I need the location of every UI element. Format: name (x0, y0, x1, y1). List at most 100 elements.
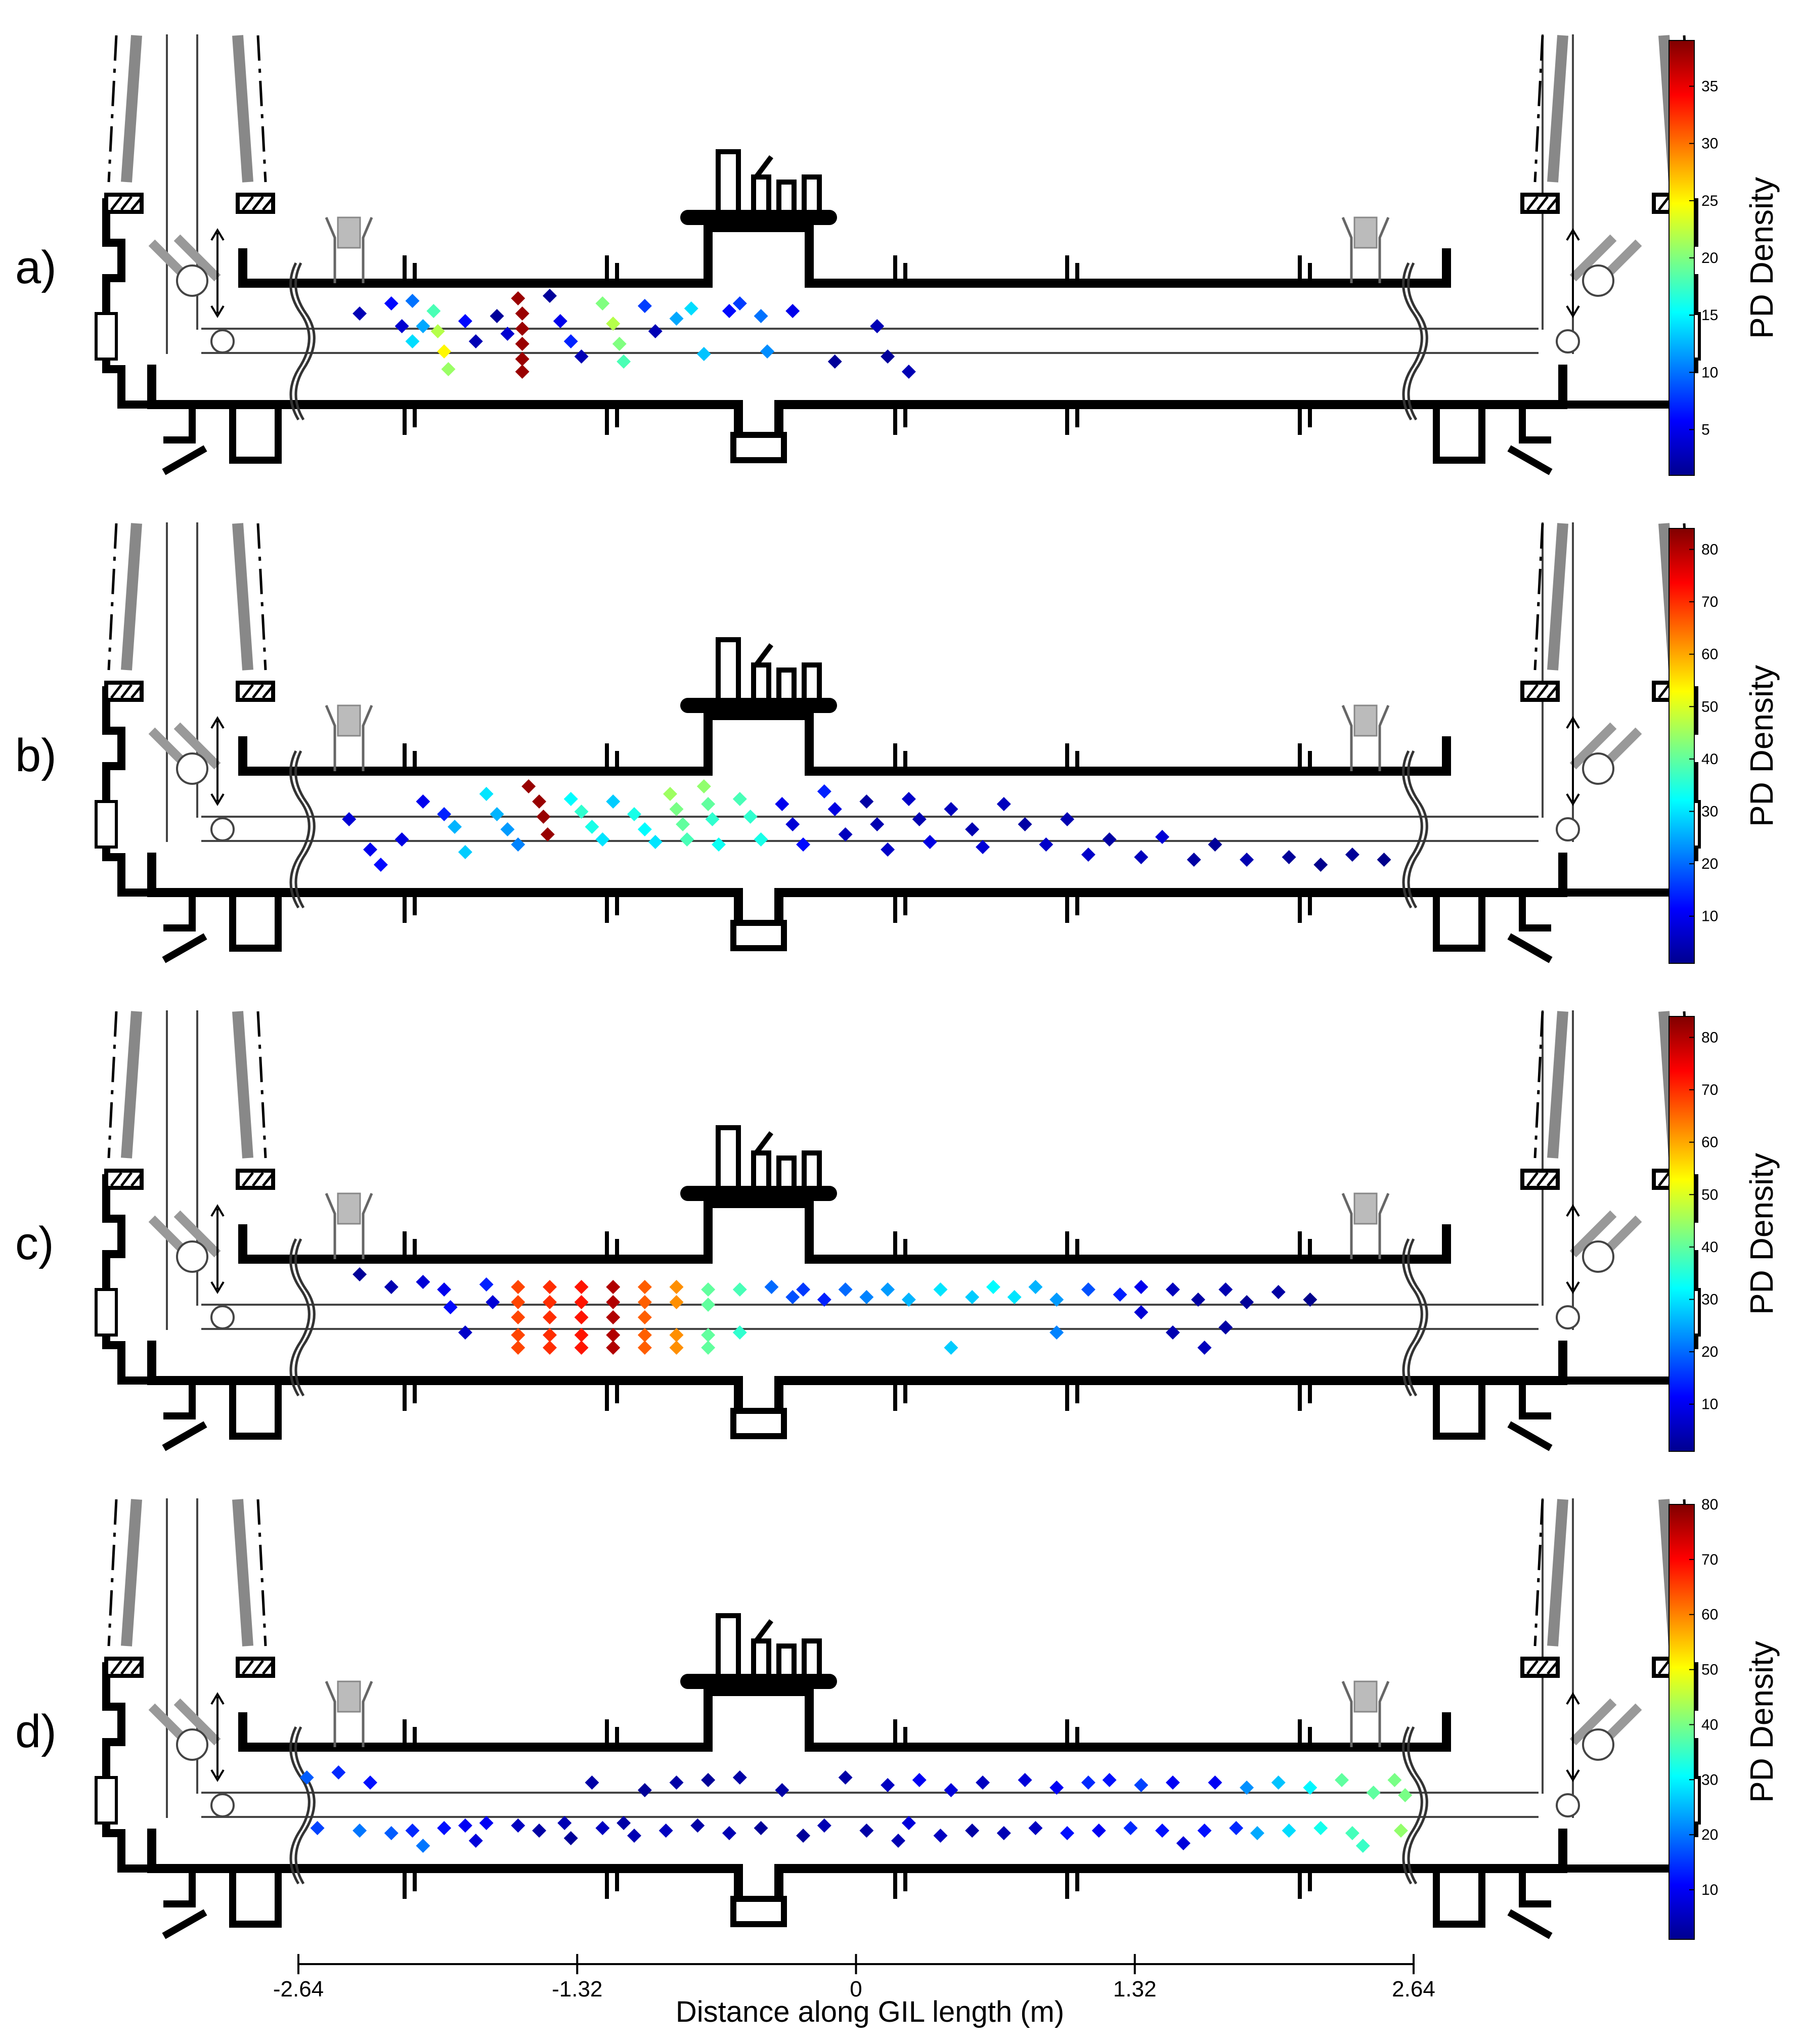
pd-point (1007, 1290, 1022, 1304)
wall-marks-top (403, 1231, 417, 1259)
small-circle-left (210, 817, 235, 841)
x-axis-label: Distance along GIL length (m) (676, 1995, 1064, 2028)
pd-point (511, 1310, 525, 1324)
chamber-fittings (716, 149, 822, 210)
bottom-port (730, 920, 787, 951)
colorbar-tick-label: 70 (1701, 594, 1718, 610)
pd-point (754, 1821, 768, 1835)
pd-point (479, 787, 494, 801)
pd-point (743, 810, 758, 824)
pd-point (838, 1282, 853, 1297)
pd-point (606, 1310, 621, 1324)
hatch-lines (242, 196, 273, 211)
colorbar-tick-label: 70 (1701, 1082, 1718, 1098)
wall-marks-top (1065, 743, 1079, 771)
pd-point (563, 1831, 578, 1845)
wavy-joint-left (294, 1238, 316, 1397)
pd-point (394, 832, 409, 847)
bottom-port (730, 1408, 787, 1439)
bushing-outlines (107, 1011, 1693, 1159)
colorbar-label: PD Density (1743, 1153, 1780, 1315)
pd-point (1134, 1778, 1149, 1792)
wall-marks-top (605, 255, 619, 283)
pd-point (901, 1293, 916, 1307)
hatch-lines (110, 684, 142, 699)
hatch-lines (242, 684, 273, 699)
colorbar-tick-label: 25 (1701, 193, 1718, 209)
side-box-left (95, 1776, 118, 1825)
pd-point (416, 319, 430, 333)
sensor-left-legs (325, 1193, 373, 1259)
pd-point (1091, 1824, 1106, 1838)
pd-point (796, 837, 811, 852)
pd-point (595, 1821, 610, 1835)
pd-point (342, 812, 357, 826)
pd-point (912, 1773, 927, 1787)
pd-point (1134, 850, 1149, 864)
pd-point (701, 797, 716, 811)
sensor-right-legs (1341, 217, 1390, 283)
bushing-insulators (121, 1499, 1680, 1647)
pd-point (606, 794, 621, 809)
pd-point (1187, 853, 1201, 867)
elbow-circle-right (1582, 1728, 1614, 1761)
pd-point (574, 1328, 589, 1342)
bushing-insulators (121, 35, 1680, 183)
pd-point (785, 1290, 800, 1304)
pd-point (1366, 1786, 1381, 1800)
pd-point (416, 794, 430, 809)
apparatus-drawing (95, 1010, 1701, 1451)
pd-point (637, 1295, 652, 1309)
wall-marks-bottom (403, 1381, 417, 1411)
pd-point (468, 334, 483, 348)
wavy-joint-right-2 (1402, 1238, 1423, 1397)
wall-marks-bottom (1065, 1869, 1079, 1899)
sensor-left-legs (325, 1681, 373, 1747)
pd-point (1240, 1295, 1254, 1309)
pd-point (363, 842, 377, 857)
pd-point (881, 1282, 895, 1297)
pd-point (542, 1328, 557, 1342)
sensor-right (1353, 704, 1378, 737)
flange-left (102, 1662, 156, 1873)
pd-point (891, 1834, 906, 1848)
elbow-circle-right (1582, 264, 1614, 297)
tube-lower-wall (147, 853, 1567, 938)
pd-point (521, 779, 536, 793)
pd-point (448, 820, 462, 834)
pd-point (606, 1295, 621, 1309)
pd-point (637, 1310, 652, 1324)
pd-point (532, 794, 547, 809)
sensor-right-legs (1341, 705, 1390, 771)
pd-point (1028, 1821, 1043, 1835)
pd-point (606, 1341, 621, 1355)
colorbar-tick-label: 50 (1701, 1186, 1718, 1203)
pd-point (542, 1280, 557, 1294)
pd-point (669, 802, 684, 816)
support-lines (166, 1498, 1574, 1818)
pd-point (606, 317, 621, 331)
pd-point (901, 792, 916, 806)
pd-point (1081, 1775, 1095, 1790)
pd-point (542, 1310, 557, 1324)
support-lines (166, 522, 1574, 842)
pd-point (574, 1341, 589, 1355)
colorbar: 10 20 30 40 50 60 70 80 PD Density (1669, 528, 1780, 964)
sensor-left-legs (325, 705, 373, 771)
pd-point (542, 289, 557, 303)
wall-marks-top (605, 1231, 619, 1259)
pd-point (669, 1295, 684, 1309)
elbow-pieces (148, 234, 1642, 287)
pd-point (384, 1826, 399, 1840)
hatch-lines (242, 1660, 273, 1675)
foot-right (1433, 1377, 1566, 1451)
wavy-joint-right-2 (1402, 262, 1423, 421)
hatch-lines (1526, 1660, 1558, 1675)
pd-point (1345, 848, 1359, 862)
bushing-insulators (121, 523, 1680, 671)
pd-point (901, 365, 916, 379)
colorbar-tick-label: 40 (1701, 751, 1718, 768)
pd-point (976, 840, 990, 854)
wall-marks-top (1298, 1231, 1312, 1259)
